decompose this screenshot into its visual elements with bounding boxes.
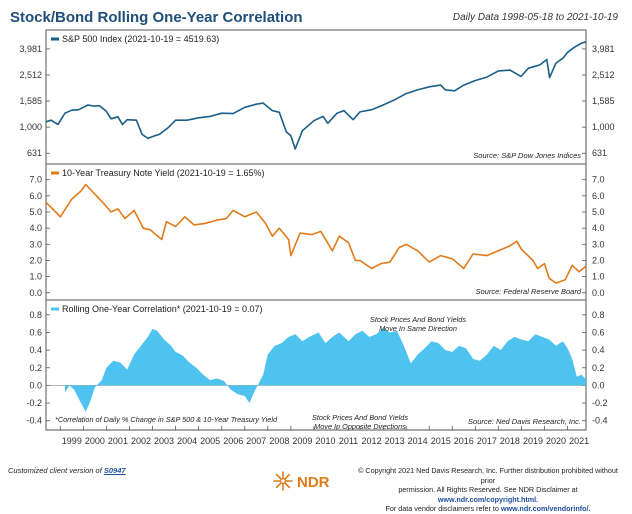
x-tick-label: 2021 bbox=[569, 436, 589, 446]
panel-source: Source: S&P Dow Jones Indices bbox=[473, 151, 581, 160]
x-tick-label: 2014 bbox=[408, 436, 428, 446]
y-tick-label-left: 7.0 bbox=[29, 175, 42, 185]
annotation-text: *Correlation of Daily % Change in S&P 50… bbox=[55, 415, 278, 424]
x-tick-label: 1999 bbox=[62, 436, 82, 446]
y-tick-label-right: 1,585 bbox=[592, 96, 615, 106]
x-tick-label: 2020 bbox=[546, 436, 566, 446]
panel-source: Source: Federal Reserve Board bbox=[476, 287, 582, 296]
x-tick-label: 2006 bbox=[223, 436, 243, 446]
y-tick-label-right: 0.4 bbox=[592, 345, 605, 355]
copyright-line-2-text: permission. All Rights Reserved. See NDR… bbox=[398, 485, 578, 495]
y-tick-label-left: 0.0 bbox=[29, 288, 42, 298]
x-tick-label: 2000 bbox=[85, 436, 105, 446]
x-tick-label: 2019 bbox=[523, 436, 543, 446]
y-tick-label-right: 7.0 bbox=[592, 175, 605, 185]
x-tick-label: 2002 bbox=[131, 436, 151, 446]
client-version-link[interactable]: S0947 bbox=[103, 466, 126, 475]
copyright-link[interactable]: www.ndr.com/copyright.html. bbox=[437, 494, 539, 504]
y-tick-label-left: 2,512 bbox=[19, 70, 42, 80]
y-tick-label-left: 0.8 bbox=[29, 310, 42, 320]
client-version-note: Customized client version of S0947 bbox=[8, 466, 126, 475]
y-tick-label-right: 0.2 bbox=[592, 363, 605, 373]
correlation-area bbox=[64, 328, 586, 412]
y-tick-label-right: 631 bbox=[592, 148, 607, 158]
y-tick-label-left: -0.4 bbox=[26, 416, 42, 426]
series-line-2 bbox=[45, 183, 587, 284]
x-tick-label: 2007 bbox=[246, 436, 266, 446]
x-tick-label: 2011 bbox=[339, 436, 358, 446]
copyright-line-3-text: For data vendor disclaimers refer to bbox=[385, 504, 499, 514]
panel-source: Source: Ned Davis Research, Inc. bbox=[468, 417, 581, 426]
chart-subtitle: Daily Data 1998-05-18 to 2021-10-19 bbox=[452, 12, 618, 23]
client-version-text: Customized client version of bbox=[8, 466, 104, 475]
x-tick-label: 2016 bbox=[454, 436, 474, 446]
copyright-line-3: For data vendor disclaimers refer to www… bbox=[350, 504, 626, 514]
vendorinfo-link[interactable]: www.ndr.com/vendorinfo/. bbox=[500, 504, 591, 514]
panel-title: 10-Year Treasury Note Yield (2021-10-19 … bbox=[62, 168, 265, 178]
y-tick-label-left: 0.2 bbox=[29, 363, 42, 373]
y-tick-label-right: 6.0 bbox=[592, 191, 605, 201]
chart-figure: 631 631 1,000 1,000 1,585 1,585 2,512 2,512 3,98… bbox=[19, 29, 615, 446]
ndr-logo-text: NDR bbox=[297, 474, 330, 491]
y-tick-label-right: 5.0 bbox=[592, 207, 605, 217]
y-tick-label-left: -0.2 bbox=[26, 398, 42, 408]
panel-title: S&P 500 Index (2021-10-19 = 4519.63) bbox=[62, 34, 219, 44]
y-tick-label-right: 0.8 bbox=[592, 310, 605, 320]
copyright-line-2: permission. All Rights Reserved. See NDR… bbox=[350, 485, 626, 504]
x-tick-label: 2003 bbox=[154, 436, 174, 446]
y-tick-label-right: 3.0 bbox=[592, 239, 605, 249]
y-tick-label-right: 4.0 bbox=[592, 223, 605, 233]
y-tick-label-right: 2,512 bbox=[592, 70, 615, 80]
y-tick-label-right: 0.0 bbox=[592, 288, 605, 298]
ndr-sunburst-icon bbox=[273, 471, 293, 491]
y-tick-label-right: -0.4 bbox=[592, 416, 608, 426]
annotation-text: Stock Prices And Bond Yields bbox=[312, 413, 408, 422]
x-tick-label: 2010 bbox=[315, 436, 335, 446]
y-tick-label-right: 0.0 bbox=[592, 380, 605, 390]
chart-title: Stock/Bond Rolling One-Year Correlation bbox=[10, 9, 303, 26]
x-tick-label: 2009 bbox=[292, 436, 312, 446]
y-tick-label-left: 3,981 bbox=[19, 44, 42, 54]
x-tick-label: 2013 bbox=[385, 436, 405, 446]
copyright-notice: © Copyright 2021 Ned Davis Research, Inc… bbox=[350, 466, 626, 514]
x-tick-label: 2018 bbox=[500, 436, 520, 446]
plot-frame bbox=[45, 29, 587, 431]
y-tick-label-left: 1,585 bbox=[19, 96, 42, 106]
y-tick-label-right: -0.2 bbox=[592, 398, 608, 408]
series-line-1 bbox=[45, 40, 587, 150]
y-tick-label-left: 2.0 bbox=[29, 255, 42, 265]
y-tick-label-left: 4.0 bbox=[29, 223, 42, 233]
y-tick-label-right: 2.0 bbox=[592, 255, 605, 265]
y-tick-label-left: 1.0 bbox=[29, 272, 42, 282]
x-tick-label: 2015 bbox=[431, 436, 451, 446]
ndr-logo: NDR bbox=[272, 470, 342, 494]
y-tick-label-right: 1.0 bbox=[592, 272, 605, 282]
panel-title: Rolling One-Year Correlation* (2021-10-1… bbox=[62, 304, 263, 314]
x-tick-label: 2005 bbox=[200, 436, 220, 446]
y-tick-label-right: 3,981 bbox=[592, 44, 615, 54]
y-tick-label-right: 0.6 bbox=[592, 327, 605, 337]
y-tick-label-left: 1,000 bbox=[19, 122, 42, 132]
y-tick-label-left: 6.0 bbox=[29, 191, 42, 201]
x-tick-label: 2004 bbox=[177, 436, 197, 446]
x-tick-label: 2012 bbox=[362, 436, 382, 446]
annotation-text: Move In Same Direction bbox=[379, 324, 457, 333]
y-tick-label-left: 0.6 bbox=[29, 327, 42, 337]
y-tick-label-left: 5.0 bbox=[29, 207, 42, 217]
x-tick-label: 2017 bbox=[477, 436, 497, 446]
y-tick-label-left: 631 bbox=[27, 148, 42, 158]
y-tick-label-left: 0.0 bbox=[29, 380, 42, 390]
y-tick-label-left: 3.0 bbox=[29, 239, 42, 249]
annotation-text: Stock Prices And Bond Yields bbox=[370, 315, 466, 324]
y-tick-label-right: 1,000 bbox=[592, 122, 615, 132]
y-tick-label-left: 0.4 bbox=[29, 345, 42, 355]
copyright-line-1: © Copyright 2021 Ned Davis Research, Inc… bbox=[358, 466, 618, 485]
x-tick-label: 2008 bbox=[269, 436, 289, 446]
x-tick-label: 2001 bbox=[108, 436, 128, 446]
